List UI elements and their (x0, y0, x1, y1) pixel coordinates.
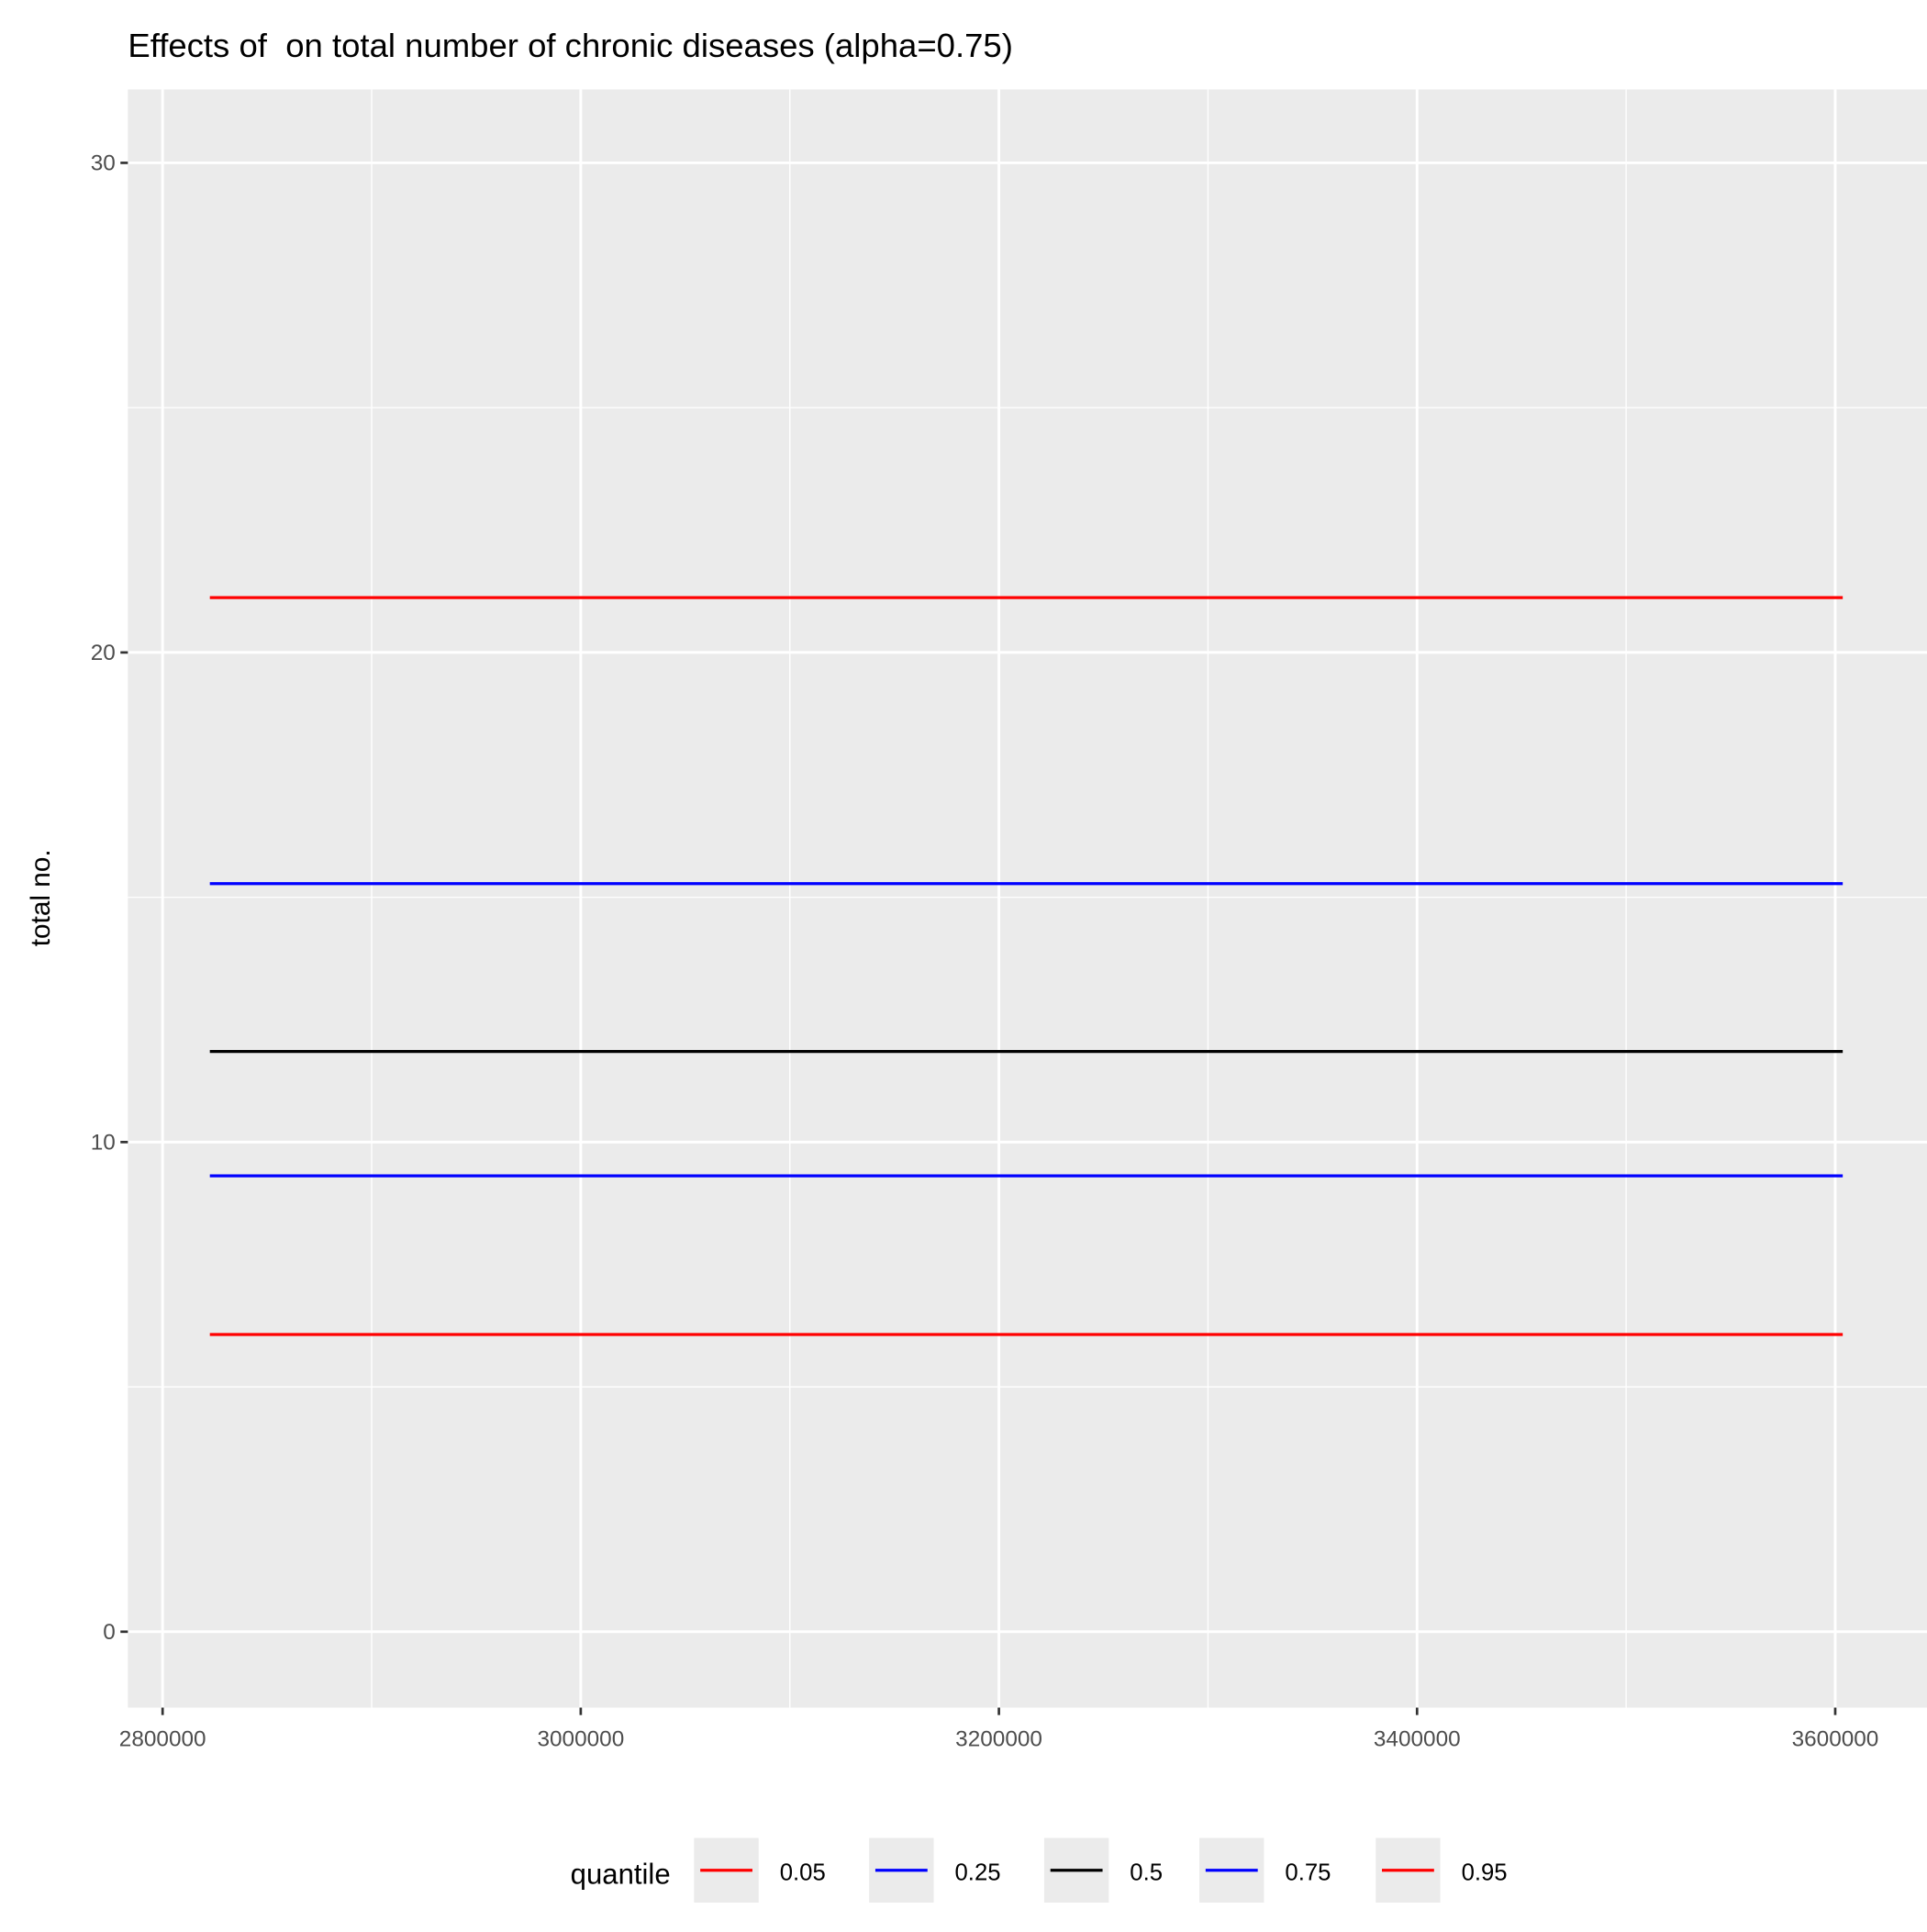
x-tick-label: 3200000 (955, 1726, 1042, 1751)
x-tick-label: 3000000 (537, 1726, 624, 1751)
legend-label: 0.25 (955, 1860, 1001, 1886)
y-tick-label: 20 (91, 641, 116, 665)
x-tick-label: 2800000 (119, 1726, 206, 1751)
x-tick-label: 3400000 (1374, 1726, 1461, 1751)
legend-label: 0.75 (1285, 1860, 1331, 1886)
x-tick-label: 3600000 (1792, 1726, 1879, 1751)
legend-label: 0.95 (1462, 1860, 1508, 1886)
y-tick-label: 30 (91, 151, 116, 176)
legend-label: 0.5 (1130, 1860, 1163, 1886)
legend-title: quantile (571, 1859, 671, 1891)
plot-background (128, 89, 1927, 1708)
chart-title: Effects of on total number of chronic di… (128, 27, 1013, 64)
y-tick-label: 0 (103, 1620, 116, 1645)
y-axis-label: total no. (26, 849, 56, 946)
y-tick-label: 10 (91, 1130, 116, 1155)
legend-label: 0.05 (780, 1860, 826, 1886)
